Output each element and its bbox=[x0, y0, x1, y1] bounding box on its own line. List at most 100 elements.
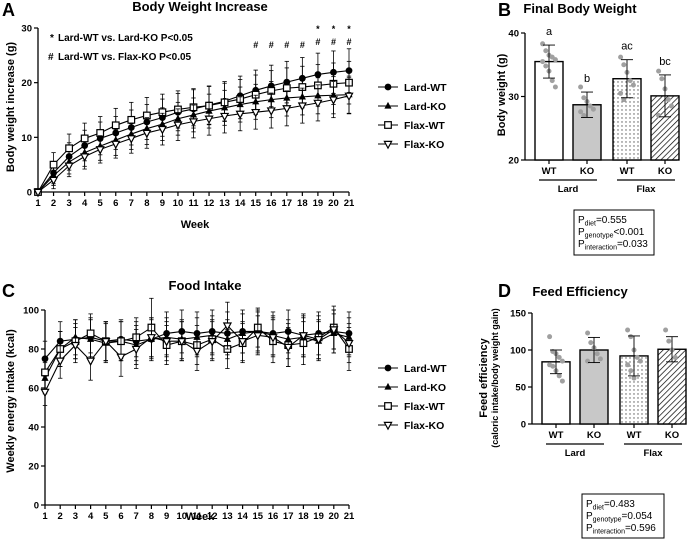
chart-d-xtick-label-0: WT bbox=[549, 430, 564, 441]
chart-d-bar-2-datapoint bbox=[628, 368, 634, 374]
chart-b-xtick-label-0: WT bbox=[542, 166, 557, 177]
chart-c-ytick-label-5: 100 bbox=[23, 306, 39, 317]
chart-c-series-flax-ko-point bbox=[40, 388, 50, 398]
chart-b-bar-1-datapoint bbox=[578, 84, 584, 90]
chart-b-bar-0-datapoint bbox=[549, 78, 555, 84]
chart-b-bar-0-datapoint bbox=[540, 59, 546, 65]
chart-c-legend-marker bbox=[384, 382, 392, 390]
chart-c-ytick-label-0: 0 bbox=[34, 501, 39, 512]
chart-a-title: Body Weight Increase bbox=[132, 0, 268, 14]
panel-letter-d: D bbox=[498, 281, 511, 301]
chart-a-xtick-label-9: 10 bbox=[173, 198, 184, 209]
chart-c-series-flax-ko-point bbox=[177, 338, 187, 347]
chart-d-bar-3-datapoint bbox=[672, 354, 678, 360]
annotation-2-symbol: # bbox=[48, 52, 54, 63]
chart-b-stats-box bbox=[573, 209, 655, 256]
chart-c-xtick-label-15: 16 bbox=[268, 511, 279, 522]
chart-b-ylabel: Body weight (g) bbox=[496, 53, 508, 136]
chart-a-legend-marker bbox=[383, 140, 393, 150]
chart-b-stats-line-1: Pgenotype<0.001 bbox=[578, 227, 645, 240]
chart-c-series-flax-ko-point bbox=[85, 357, 96, 367]
chart-c-xtick-label-4: 5 bbox=[103, 511, 109, 522]
chart-c-series-flax-ko-point bbox=[268, 334, 278, 343]
chart-a-legend-label: Flax-KO bbox=[404, 139, 444, 151]
chart-c-xtick-label-17: 18 bbox=[298, 511, 309, 522]
chart-c-legend-label: Flax-WT bbox=[404, 401, 445, 413]
chart-d-ytick-label-1: 50 bbox=[515, 383, 526, 394]
chart-c-xtick-label-0: 1 bbox=[42, 511, 48, 522]
chart-b-bar-0-datapoint bbox=[540, 41, 546, 47]
chart-c-series-flax-wt-point bbox=[86, 329, 95, 338]
chart-d-ytick-label-2: 100 bbox=[510, 346, 526, 357]
chart-b-bar-0-datapoint bbox=[543, 48, 549, 54]
chart-a-significance-mark: # bbox=[346, 37, 351, 47]
chart-c-series-flax-ko-point bbox=[329, 326, 339, 335]
chart-d-bar-0-datapoint bbox=[559, 358, 565, 364]
chart-b-xtick-label-3: KO bbox=[658, 166, 672, 177]
chart-c-series-flax-ko-point bbox=[298, 332, 309, 341]
chart-c-ytick-label-3: 60 bbox=[28, 384, 39, 395]
chart-a-series-flax-ko-point bbox=[204, 115, 214, 125]
chart-b-bar-2-datapoint bbox=[618, 54, 624, 60]
chart-b-bar-1-datapoint bbox=[590, 106, 596, 112]
chart-d-bar-3-datapoint bbox=[666, 338, 672, 344]
chart-c-legend-marker bbox=[383, 421, 393, 431]
chart-c-xtick-label-2: 3 bbox=[73, 511, 78, 522]
chart-c-series-flax-ko-point bbox=[146, 334, 157, 343]
chart-a-series-flax-ko-point bbox=[95, 146, 105, 155]
chart-a-series-flax-wt-point bbox=[282, 84, 291, 93]
chart-a-series-flax-ko-point bbox=[297, 102, 307, 111]
annotation-1-symbol: * bbox=[50, 33, 54, 44]
chart-b-bar-1-datapoint bbox=[578, 109, 584, 115]
chart-a-significance-mark: # bbox=[331, 37, 336, 47]
chart-a-ytick-label-1: 10 bbox=[21, 133, 32, 144]
chart-b-bar-3-datapoint bbox=[659, 76, 665, 82]
chart-c-xtick-label-20: 21 bbox=[344, 511, 355, 522]
chart-a-series-flax-ko-point bbox=[64, 162, 74, 172]
chart-d-stats-line-0: Pdiet=0.483 bbox=[586, 499, 635, 512]
chart-c-series-flax-ko-point bbox=[253, 332, 263, 341]
chart-a-series-flax-ko-point bbox=[235, 110, 245, 120]
chart-d-group-label-1: Flax bbox=[643, 448, 663, 459]
chart-d-bar-3 bbox=[657, 348, 687, 425]
chart-a-xtick-label-10: 11 bbox=[188, 198, 199, 209]
chart-c-series-flax-ko-point bbox=[222, 322, 233, 331]
chart-a-xtick-label-11: 12 bbox=[204, 198, 215, 209]
chart-a-xtick-label-0: 1 bbox=[35, 198, 41, 209]
chart-a-xtick-label-3: 4 bbox=[82, 198, 88, 209]
chart-c-xtick-label-16: 17 bbox=[283, 511, 294, 522]
chart-c-xtick-label-8: 9 bbox=[164, 511, 169, 522]
chart-b-bar-2-datapoint bbox=[621, 62, 627, 68]
chart-c-xlabel: Week bbox=[186, 511, 215, 523]
chart-a-xlabel: Week bbox=[181, 219, 210, 231]
chart-d-bar-2-datapoint bbox=[637, 358, 643, 364]
chart-a-legend-label: Flax-WT bbox=[404, 120, 445, 132]
chart-a-xtick-label-12: 13 bbox=[219, 198, 230, 209]
chart-c-series-flax-ko-point bbox=[192, 347, 202, 357]
chart-b-bar-2-sig-letter: ac bbox=[621, 41, 633, 53]
chart-a-series-flax-ko-point bbox=[188, 118, 199, 127]
chart-c-xtick-label-14: 15 bbox=[253, 511, 264, 522]
chart-a-xtick-label-7: 8 bbox=[144, 198, 149, 209]
chart-b-bar-2-datapoint bbox=[621, 97, 627, 103]
chart-c-xtick-label-12: 13 bbox=[222, 511, 233, 522]
chart-d-bar-1-datapoint bbox=[594, 351, 600, 357]
chart-b-stats-line-0: Pdiet=0.555 bbox=[578, 215, 627, 228]
chart-d-ytick-label-3: 150 bbox=[510, 309, 526, 320]
chart-d-xtick-label-3: KO bbox=[665, 430, 679, 441]
chart-c-legend-marker bbox=[384, 364, 392, 372]
chart-c-xtick-label-9: 10 bbox=[177, 511, 188, 522]
chart-a-significance-mark: # bbox=[300, 40, 305, 50]
chart-c-xtick-label-10: 11 bbox=[192, 511, 203, 522]
chart-c-ytick-label-4: 80 bbox=[28, 345, 39, 356]
chart-a-series-flax-ko-point bbox=[251, 108, 261, 118]
chart-d-bar-0-datapoint bbox=[550, 363, 556, 369]
chart-c-series-flax-ko-point bbox=[161, 338, 172, 347]
chart-b-bar-2-datapoint bbox=[630, 82, 636, 88]
chart-c-series-flax-ko-point bbox=[116, 353, 126, 363]
chart-a-series-flax-ko-point bbox=[80, 153, 90, 162]
